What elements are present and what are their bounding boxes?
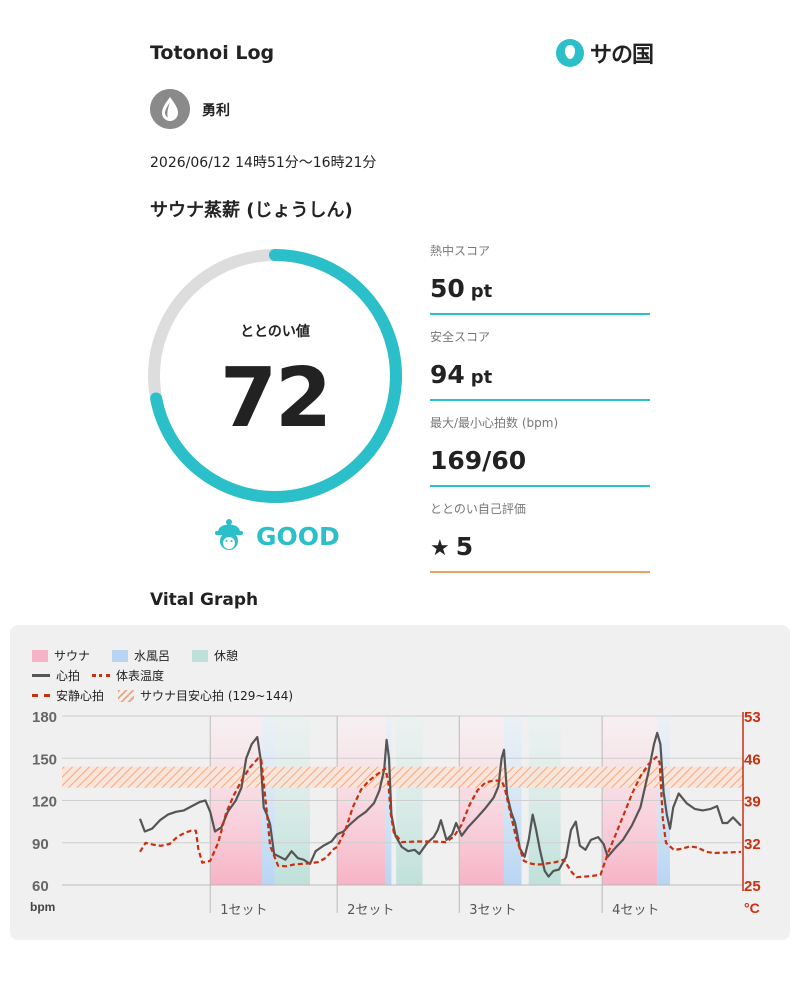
legend-sauna: サウナ — [32, 647, 90, 664]
chart-grid — [62, 715, 743, 913]
brand-name: サの国 — [590, 43, 654, 68]
stat-divider — [430, 313, 650, 315]
stat-divider — [430, 571, 650, 573]
set-label: 1セット — [220, 903, 267, 918]
sauna-hat-icon — [212, 516, 246, 556]
set-label: 2セット — [347, 903, 394, 918]
legend-lines: 心拍 体表温度 — [32, 667, 186, 684]
session-time: 2026/06/12 14時51分〜16時21分 — [150, 155, 377, 171]
stat-value: ★ 5 — [430, 532, 474, 561]
avatar[interactable] — [150, 89, 190, 129]
legend-heart-rate: 心拍 — [32, 667, 80, 684]
stat-label: 安全スコア — [430, 330, 491, 344]
stat-label: ととのい自己評価 — [430, 502, 526, 516]
y-left-tick-label: 90 — [32, 836, 49, 853]
stat-value: 169/60 — [430, 446, 527, 475]
stat-heat-score: 熱中スコア 50 pt — [430, 242, 650, 315]
app-title: Totonoi Log — [150, 42, 275, 64]
chart-axes: 60 90 120 150 180 25 32 39 46 53 bpm °C 1セット 2セット 3セット… — [30, 709, 761, 918]
legend-cold-bath: 水風呂 — [112, 647, 170, 664]
drop-logo-icon — [556, 39, 584, 67]
star-icon: ★ — [430, 536, 450, 561]
stat-value: 50 pt — [430, 274, 493, 303]
legend-phases: サウナ 水風呂 休憩 — [32, 647, 260, 664]
legend-targets: 安静心拍 サウナ目安心拍 (129~144) — [32, 687, 315, 704]
resting-hr-line-swatch — [32, 694, 50, 697]
y-left-tick-label: 60 — [32, 878, 49, 895]
set-label: 3セット — [469, 903, 516, 918]
y-right-tick-label: 39 — [744, 794, 761, 811]
gauge-ring — [148, 249, 402, 503]
body-temp-line — [139, 755, 742, 879]
stat-value: 94 pt — [430, 360, 493, 389]
vital-graph-title: Vital Graph — [150, 590, 259, 610]
y-right-tick-label: 25 — [744, 878, 761, 895]
rest-swatch — [192, 649, 209, 662]
y-right-tick-label: 46 — [744, 751, 761, 768]
gauge-fill — [148, 249, 402, 503]
cold-bath-swatch — [112, 649, 129, 662]
legend-rest: 休憩 — [192, 647, 238, 664]
legend-target-hr: サウナ目安心拍 (129~144) — [118, 687, 293, 704]
series-lines — [138, 731, 742, 879]
sauna-swatch — [32, 649, 48, 662]
gauge-label: ととのい値 — [240, 324, 310, 340]
heart-rate-line — [138, 731, 742, 878]
target-band — [62, 766, 743, 788]
totonoi-gauge: ととのい値 72 — [148, 249, 402, 503]
brand-logo: サの国 — [556, 37, 654, 69]
stat-self-rating[interactable]: ととのい自己評価 ★ 5 — [430, 500, 650, 573]
legend-resting-hr: 安静心拍 — [32, 687, 104, 704]
heart-rate-line-swatch — [32, 674, 50, 677]
y-left-tick-label: 150 — [32, 751, 57, 768]
y-right-tick-label: 53 — [744, 709, 761, 726]
stat-label: 熱中スコア — [430, 244, 491, 258]
stat-heart-rate: 最大/最小心拍数 (bpm) 169/60 — [430, 414, 650, 487]
user-name: 勇利 — [202, 103, 230, 119]
y-left-tick-label: 180 — [32, 709, 57, 726]
body-temp-line-swatch — [92, 674, 111, 677]
set-label: 4セット — [612, 903, 659, 918]
vital-chart: 60 90 120 150 180 25 32 39 46 53 bpm °C 1セット 2セット 3セット… — [30, 709, 761, 918]
y-left-tick-label: 120 — [32, 794, 57, 811]
gauge-value: 72 — [219, 351, 332, 446]
facility-name[interactable]: サウナ蒸薪 (じょうしん) — [150, 200, 353, 221]
target-hr-swatch — [118, 689, 135, 702]
drop-avatar-icon — [150, 89, 190, 129]
y-right-axis-label: °C — [744, 900, 760, 916]
rating-text: GOOD — [256, 521, 340, 551]
vital-graph-panel: サウナ 水風呂 休憩 心拍 体表温度 安静心拍 サウナ目安心拍 (129~144… — [10, 625, 790, 940]
stat-divider — [430, 399, 650, 401]
stat-safety-score: 安全スコア 94 pt — [430, 328, 650, 401]
stat-divider — [430, 485, 650, 487]
legend-body-temp: 体表温度 — [92, 667, 164, 684]
rating-badge: GOOD — [212, 516, 340, 556]
y-right-tick-label: 32 — [744, 836, 761, 853]
y-left-axis-label: bpm — [30, 900, 55, 914]
target-hr-band — [62, 766, 743, 788]
stat-label: 最大/最小心拍数 (bpm) — [430, 416, 559, 430]
